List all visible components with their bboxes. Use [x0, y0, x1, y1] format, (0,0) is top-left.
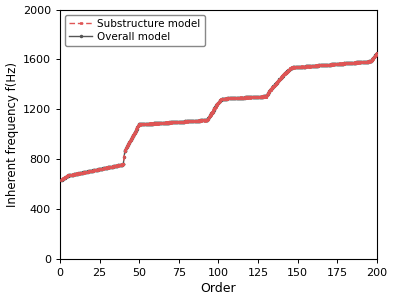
Overall model: [290, 66, 295, 69]
Substructure model: [114, 164, 119, 167]
Overall model: [198, 119, 203, 122]
Overall model: [59, 178, 64, 182]
Overall model: [375, 51, 379, 55]
Overall model: [114, 164, 119, 167]
Legend: Substructure model, Overall model: Substructure model, Overall model: [65, 15, 205, 46]
Substructure model: [59, 178, 64, 182]
Overall model: [350, 61, 355, 65]
Y-axis label: Inherent frequency f(Hz): Inherent frequency f(Hz): [6, 62, 18, 207]
Substructure model: [350, 61, 355, 65]
Overall model: [144, 122, 149, 126]
Substructure model: [144, 122, 149, 126]
Line: Substructure model: Substructure model: [60, 52, 378, 181]
Overall model: [114, 164, 119, 168]
Substructure model: [375, 51, 379, 55]
Substructure model: [114, 164, 119, 168]
Substructure model: [198, 119, 203, 122]
Substructure model: [290, 66, 295, 69]
Line: Overall model: Overall model: [61, 52, 378, 181]
X-axis label: Order: Order: [200, 282, 236, 296]
